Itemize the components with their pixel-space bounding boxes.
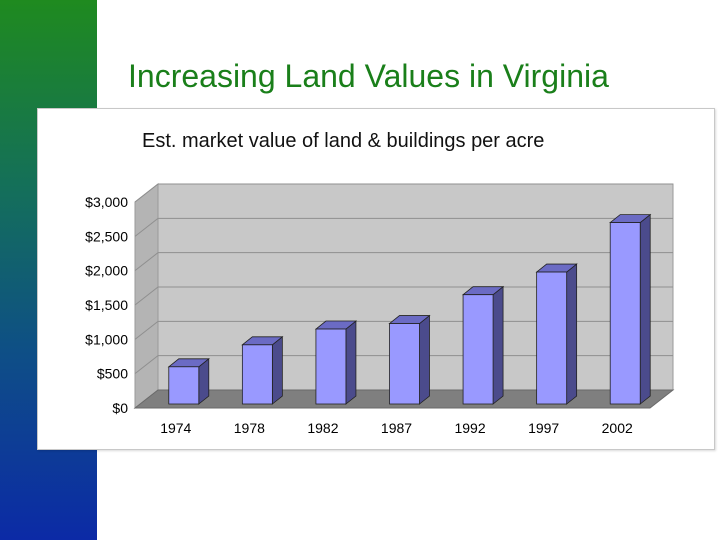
bar-front — [389, 323, 420, 405]
bar-side — [345, 320, 357, 405]
bar-side — [419, 314, 430, 405]
chart-title: Est. market value of land & buildings pe… — [142, 130, 544, 152]
x-tick-label: 1974 — [160, 420, 191, 436]
y-tick-label: $2,000 — [85, 263, 128, 279]
bar — [167, 357, 210, 405]
gridline — [134, 286, 159, 306]
bar — [388, 314, 431, 405]
bar — [241, 335, 284, 405]
bar — [461, 285, 505, 405]
x-tick-label: 1987 — [381, 420, 412, 436]
bar — [314, 320, 358, 405]
bar-front — [609, 222, 641, 405]
x-tick-label: 1992 — [454, 420, 485, 436]
slide-title: Increasing Land Values in Virginia — [128, 58, 609, 94]
gridline — [134, 183, 159, 203]
bar-front — [315, 328, 347, 405]
gridline — [134, 320, 159, 340]
gridline — [134, 355, 159, 375]
bar — [535, 263, 578, 405]
bar-front — [241, 344, 273, 405]
x-tick-label: 1978 — [234, 420, 265, 436]
x-tick-label: 2002 — [602, 420, 633, 436]
y-tick-label: $1,000 — [85, 331, 128, 347]
gridline — [134, 252, 159, 272]
x-tick-label: 1997 — [528, 420, 559, 436]
bar-side — [492, 285, 504, 405]
bar-front — [536, 271, 568, 405]
x-tick-label: 1982 — [307, 420, 338, 436]
y-tick-label: $0 — [112, 400, 128, 416]
bar-side — [639, 213, 651, 405]
gridline — [134, 217, 159, 237]
bar-front — [462, 294, 494, 405]
chart-panel: Est. market value of land & buildings pe… — [37, 108, 715, 450]
bar-side — [271, 335, 283, 405]
bar — [609, 213, 652, 405]
bar-chart: Est. market value of land & buildings pe… — [85, 130, 675, 436]
bar-front — [168, 366, 200, 405]
y-tick-label: $3,000 — [85, 194, 128, 210]
y-tick-label: $500 — [97, 366, 128, 382]
bar-side — [566, 263, 578, 405]
y-tick-label: $1,500 — [85, 297, 128, 313]
y-tick-label: $2,500 — [85, 228, 128, 244]
